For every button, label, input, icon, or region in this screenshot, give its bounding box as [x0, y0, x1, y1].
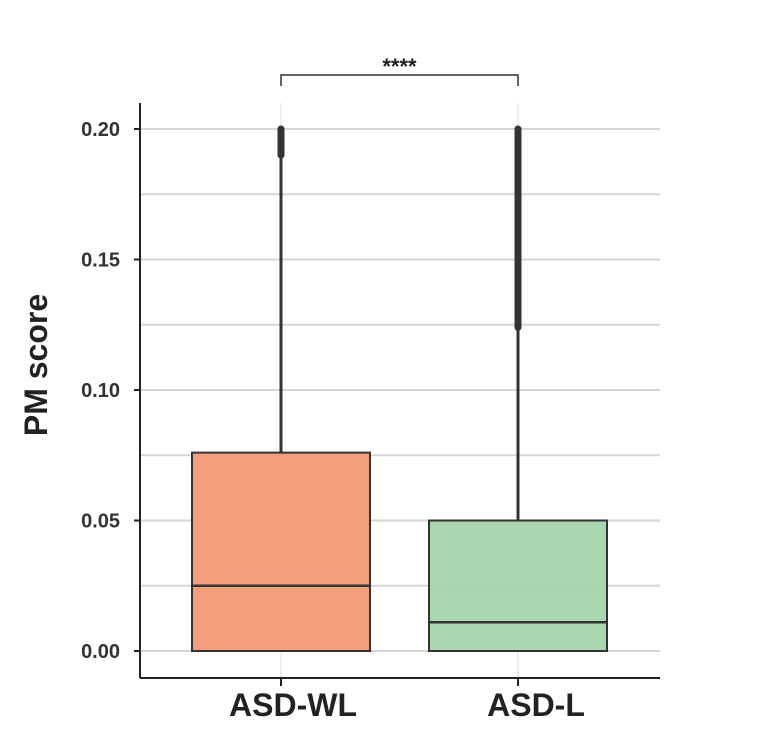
- y-tick-label: 0.05: [81, 511, 120, 533]
- y-tick-label: 0.15: [81, 250, 120, 272]
- box-asd-l: [428, 125, 608, 652]
- y-ticks: 0.00 0.05 0.10 0.15 0.20: [81, 119, 140, 663]
- x-category-label: ASD-L: [487, 687, 585, 723]
- box-iqr: [191, 451, 371, 653]
- boxes: [191, 125, 608, 653]
- y-axis-title: PM score: [18, 294, 54, 436]
- box-asd-wl: [191, 125, 371, 653]
- x-categories: ASD-WL ASD-L: [229, 678, 585, 723]
- y-tick-label: 0.00: [81, 641, 120, 663]
- y-tick-label: 0.20: [81, 119, 120, 141]
- significance-bracket: ****: [280, 54, 519, 86]
- significance-line: [280, 74, 519, 86]
- y-tick-label: 0.10: [81, 380, 120, 402]
- box-iqr: [428, 519, 608, 652]
- x-category-label: ASD-WL: [229, 687, 357, 723]
- significance-label: ****: [382, 54, 417, 79]
